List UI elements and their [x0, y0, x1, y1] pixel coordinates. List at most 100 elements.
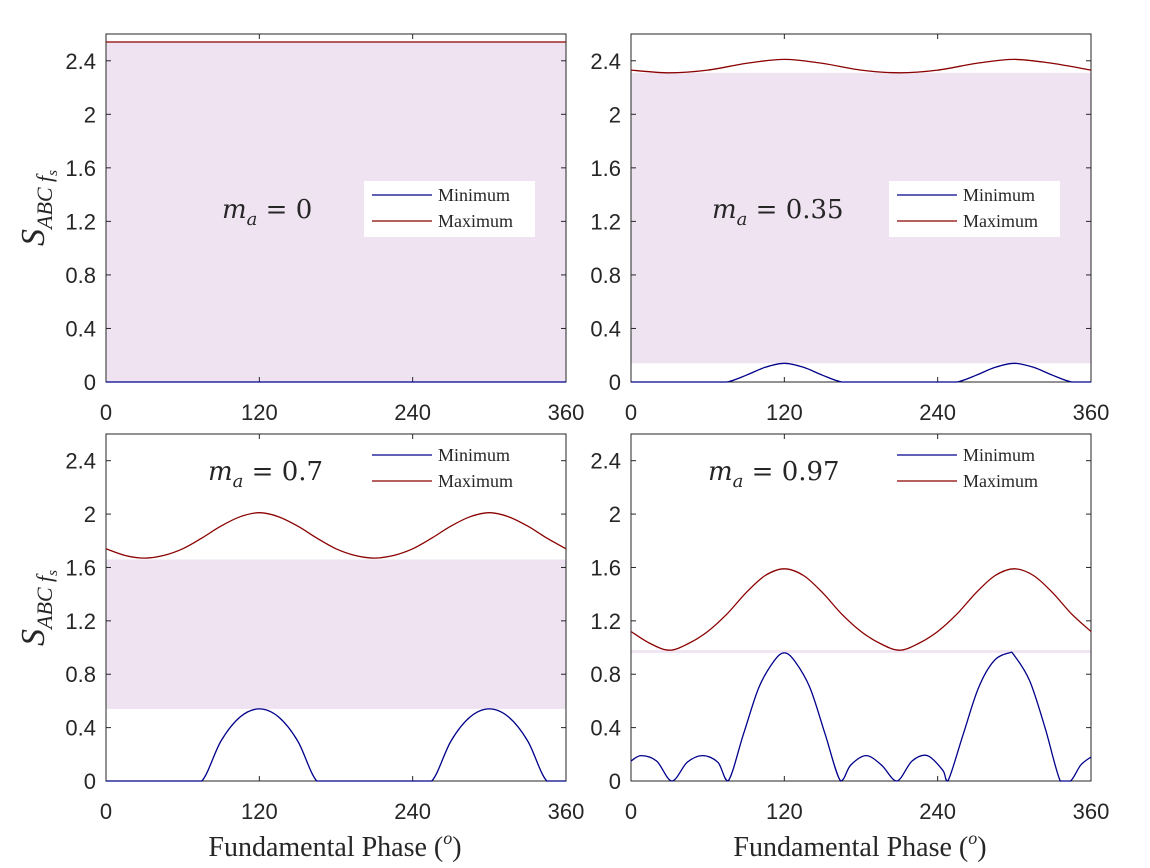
ylabel-sub: ABC f — [32, 173, 57, 231]
y-tick-label: 2.4 — [590, 49, 621, 74]
y-tick-label: 1.6 — [590, 555, 621, 580]
x-tick-label: 360 — [1073, 799, 1110, 824]
legend: Minimum Maximum — [364, 181, 535, 237]
ylabel-main: S — [15, 229, 52, 246]
y-tick-label: 2 — [609, 102, 621, 127]
x-tick-label: 120 — [241, 799, 278, 824]
shaded-band — [106, 559, 566, 709]
y-tick-label: 1.2 — [65, 209, 96, 234]
y-tick-label: 0.4 — [590, 316, 621, 341]
x-tick-label: 240 — [394, 400, 431, 425]
panel-1: 0 0.4 0.8 1.2 1.6 2 2.4 0 120 240 360 Minimum Maximu… — [65, 33, 585, 425]
legend-maximum-label: Maximum — [438, 471, 513, 491]
x-tick-label: 240 — [919, 400, 956, 425]
legend-box — [889, 441, 1060, 497]
xlabel-close: ) — [452, 832, 461, 863]
panel-4: 0 0.4 0.8 1.2 1.6 2 2.4 0 120 240 360 Minimum Maximu… — [590, 433, 1110, 824]
series-minimum-line — [106, 708, 566, 782]
ylabel-subsub: s — [45, 570, 61, 576]
x-tick-label: 120 — [241, 400, 278, 425]
y-tick-label: 0 — [609, 370, 621, 395]
y-tick-label: 0.8 — [65, 662, 96, 687]
ma-subscript: a — [233, 471, 244, 492]
ma-subscript: a — [733, 471, 744, 492]
y-tick-label: 2 — [84, 102, 96, 127]
ylabel-bottom: SABC fs — [15, 570, 61, 646]
legend-maximum-label: Maximum — [963, 211, 1038, 231]
ma-symbol: m — [208, 457, 233, 487]
legend-box — [364, 181, 535, 237]
x-tick-label: 360 — [548, 799, 585, 824]
y-tick-label: 0.8 — [65, 263, 96, 288]
xlabel-right: Fundamental Phase (o) — [733, 828, 986, 863]
legend-box — [364, 441, 535, 497]
series-maximum-line — [630, 58, 1092, 74]
y-tick-label: 0.8 — [590, 662, 621, 687]
y-tick-label: 2.4 — [590, 449, 621, 474]
legend-minimum-label: Minimum — [963, 445, 1035, 465]
ma-value: = 0 — [257, 195, 312, 225]
x-tick-label: 360 — [548, 400, 585, 425]
y-tick-label: 2.4 — [65, 49, 96, 74]
series-minimum-line — [631, 362, 1091, 383]
legend-box — [889, 181, 1060, 237]
ma-annotation: ma = 0.35 — [712, 195, 844, 230]
x-tick-label: 240 — [394, 799, 431, 824]
x-tick-label: 240 — [919, 799, 956, 824]
x-tick-label: 120 — [766, 799, 803, 824]
svg-text:SABC fs: SABC fs — [15, 570, 61, 646]
panels: 00.40.81.21.622.40 120 240 360MinimumMaximu… — [65, 33, 1110, 824]
legend-minimum-label: Minimum — [438, 185, 510, 205]
y-tick-label: 2 — [84, 502, 96, 527]
legend-minimum-label: Minimum — [963, 185, 1035, 205]
x-tick-label: 360 — [1073, 400, 1110, 425]
x-tick-label: 0 — [625, 400, 637, 425]
ma-annotation: ma = 0.97 — [708, 457, 840, 492]
y-tick-label: 1.2 — [590, 609, 621, 634]
y-tick-label: 0.8 — [590, 263, 621, 288]
ylabel-sub: ABC f — [32, 573, 57, 631]
y-tick-label: 0 — [609, 769, 621, 794]
y-tick-label: 2.4 — [65, 449, 96, 474]
y-tick-label: 0 — [84, 769, 96, 794]
x-tick-label: 0 — [100, 799, 112, 824]
legend-minimum-label: Minimum — [438, 445, 510, 465]
x-tick-label: 0 — [100, 400, 112, 425]
series-maximum-line — [105, 512, 567, 559]
ma-annotation: ma = 0.7 — [208, 457, 323, 492]
axes-box — [630, 433, 1092, 782]
ma-symbol: m — [712, 195, 737, 225]
ma-subscript: a — [247, 209, 258, 230]
y-tick-label: 1.6 — [590, 156, 621, 181]
y-tick-label: 1.2 — [65, 609, 96, 634]
legend: Minimum Maximum — [889, 441, 1060, 497]
y-tick-label: 2 — [609, 502, 621, 527]
ma-value: = 0.97 — [743, 457, 839, 487]
xlabel-sup: o — [968, 828, 977, 848]
xlabel-text: Fundamental Phase ( — [208, 832, 443, 863]
ma-value: = 0.35 — [747, 195, 843, 225]
y-tick-label: 0.4 — [65, 316, 96, 341]
y-tick-label: 0.4 — [65, 716, 96, 741]
ylabel-subsub: s — [45, 170, 61, 176]
legend-maximum-label: Maximum — [438, 211, 513, 231]
shaded-band — [631, 650, 1091, 653]
y-tick-label: 0 — [84, 370, 96, 395]
y-tick-label: 0.4 — [590, 716, 621, 741]
panel-3: 0 0.4 0.8 1.2 1.6 2 2.4 0 120 240 360 Minimum Maximu… — [65, 433, 585, 824]
xlabel-text: Fundamental Phase ( — [733, 832, 968, 863]
legend: Minimum Maximum — [889, 181, 1060, 237]
legend: Minimum Maximum — [364, 441, 535, 497]
panel-2: 0 0.4 0.8 1.2 1.6 2 2.4 0 120 240 360 Minimum Maximu… — [590, 33, 1110, 425]
ylabel-main: S — [15, 629, 52, 646]
series-maximum-line — [630, 568, 1092, 651]
y-tick-label: 1.2 — [590, 209, 621, 234]
xlabel-close: ) — [977, 832, 986, 863]
ma-value: = 0.7 — [243, 457, 323, 487]
ma-annotation: ma = 0 — [222, 195, 312, 230]
legend-maximum-label: Maximum — [963, 471, 1038, 491]
ma-symbol: m — [222, 195, 247, 225]
ma-symbol: m — [708, 457, 733, 487]
y-tick-label: 1.6 — [65, 156, 96, 181]
